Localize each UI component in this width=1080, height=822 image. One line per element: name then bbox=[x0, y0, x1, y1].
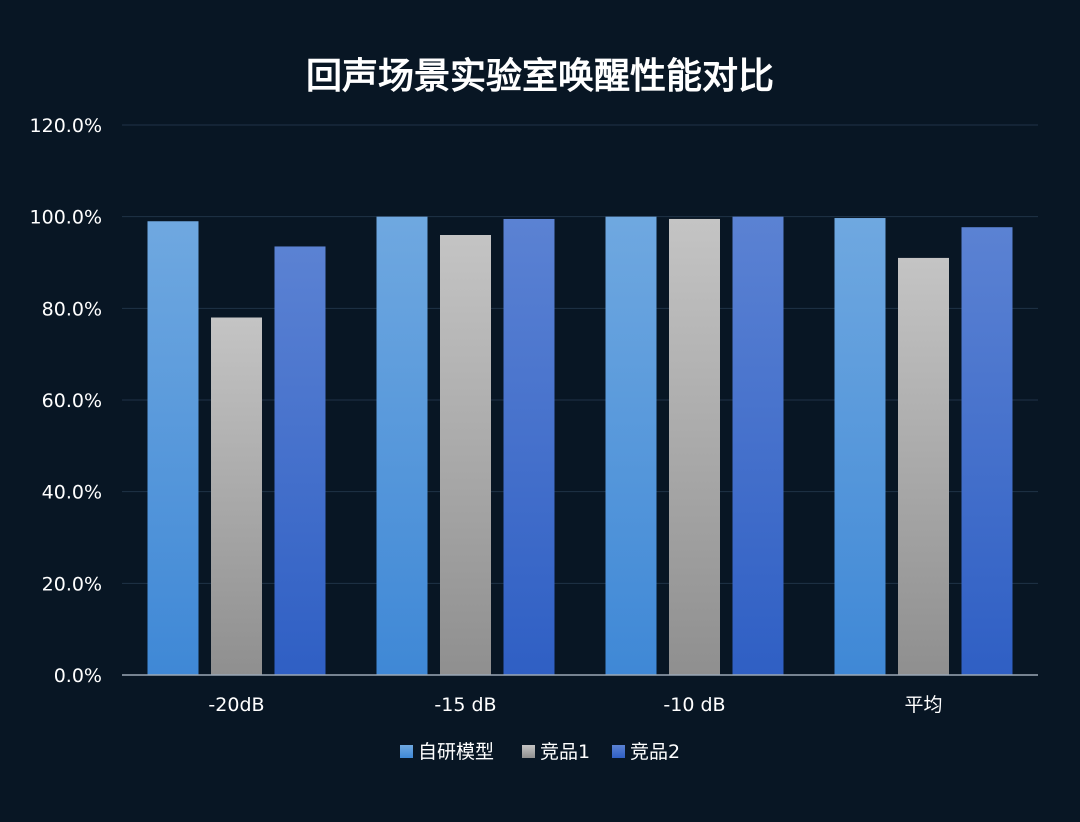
legend-label: 竞品1 bbox=[540, 741, 590, 763]
bar bbox=[605, 216, 657, 675]
bar bbox=[503, 218, 555, 676]
y-tick-label: 80.0% bbox=[42, 298, 102, 320]
legend-swatch bbox=[400, 745, 413, 758]
bar bbox=[898, 257, 949, 675]
y-tick-label: 60.0% bbox=[42, 390, 102, 412]
x-axis-categories: -20dB -15 dB -10 dB 平均 bbox=[208, 694, 942, 716]
x-category-label: -15 dB bbox=[434, 694, 496, 716]
y-tick-label: 120.0% bbox=[30, 115, 102, 137]
bar bbox=[961, 227, 1013, 676]
y-tick-label: 0.0% bbox=[54, 665, 102, 687]
x-category-label: -10 dB bbox=[663, 694, 725, 716]
bar bbox=[669, 218, 720, 676]
bar bbox=[211, 317, 262, 675]
legend-label: 竞品2 bbox=[630, 741, 680, 763]
x-category-label: -20dB bbox=[208, 694, 264, 716]
bar bbox=[440, 235, 491, 675]
x-category-label: 平均 bbox=[904, 694, 942, 716]
chart-title: 回声场景实验室唤醒性能对比 bbox=[306, 56, 774, 97]
legend-label: 自研模型 bbox=[418, 741, 494, 763]
legend: 自研模型 竞品1 竞品2 bbox=[400, 741, 680, 763]
legend-swatch bbox=[612, 745, 625, 758]
y-axis-ticks: 0.0% 20.0% 40.0% 60.0% 80.0% 100.0% 120.0% bbox=[30, 115, 102, 687]
bars bbox=[147, 216, 1013, 676]
bar bbox=[834, 218, 886, 675]
y-tick-label: 100.0% bbox=[30, 207, 102, 229]
bar bbox=[376, 216, 428, 675]
legend-swatch bbox=[522, 745, 535, 758]
bar bbox=[732, 216, 784, 675]
bar bbox=[147, 221, 199, 675]
y-tick-label: 20.0% bbox=[42, 573, 102, 595]
bar bbox=[274, 246, 326, 676]
y-tick-label: 40.0% bbox=[42, 482, 102, 504]
